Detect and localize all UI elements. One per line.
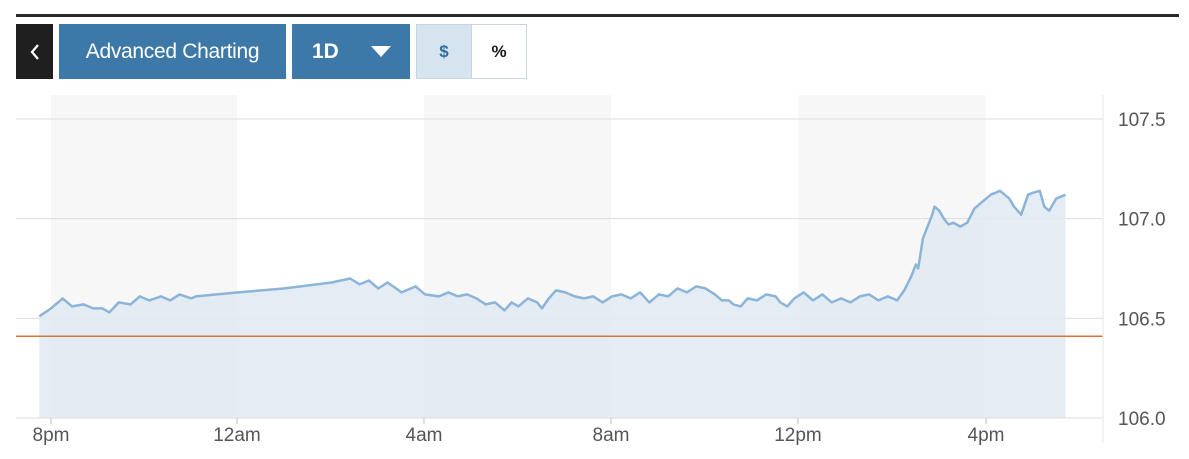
x-tick-label: 12pm [774, 425, 822, 446]
x-tick-label: 4pm [968, 425, 1005, 446]
advanced-charting-label: Advanced Charting [85, 39, 260, 63]
top-rule [16, 14, 1179, 17]
y-tick-label: 107.0 [1118, 210, 1166, 231]
advanced-charting-button[interactable]: Advanced Charting [59, 24, 286, 79]
x-tick-label: 12am [213, 425, 261, 446]
percent-label: % [491, 41, 507, 61]
range-label: 1D [312, 39, 339, 63]
y-tick-label: 107.5 [1118, 110, 1166, 131]
x-tick-label: 8pm [33, 425, 70, 446]
back-button[interactable] [16, 24, 53, 79]
chevron-left-icon [30, 43, 39, 60]
price-line [38, 189, 1066, 318]
range-dropdown[interactable]: 1D [292, 24, 410, 79]
y-tick-label: 106.0 [1118, 409, 1166, 430]
dollar-toggle-button[interactable]: $ [417, 25, 472, 78]
price-area [39, 190, 1066, 418]
chart-toolbar: Advanced Charting 1D $ % [16, 24, 527, 79]
dollar-label: $ [439, 41, 449, 61]
x-tick-label: 4am [406, 425, 443, 446]
caret-down-icon [370, 46, 391, 57]
percent-toggle-button[interactable]: % [472, 25, 526, 78]
unit-toggle: $ % [416, 24, 527, 79]
y-tick-label: 106.5 [1118, 309, 1166, 330]
x-tick-label: 8am [593, 425, 630, 446]
